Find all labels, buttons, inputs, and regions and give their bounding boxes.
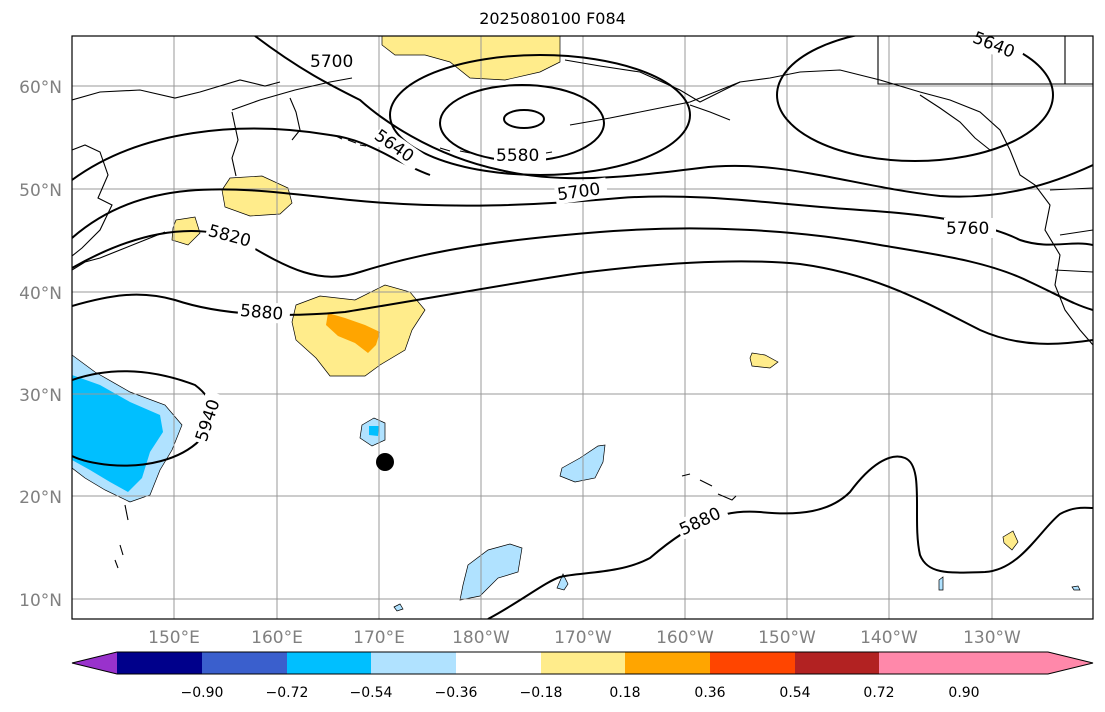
positive-anomaly-region <box>381 36 561 81</box>
colorbar-extend-low <box>72 652 117 674</box>
contour-label: 5580 <box>496 146 539 166</box>
lon-label: 170°W <box>554 628 612 648</box>
lon-label: 160°E <box>251 628 303 648</box>
height-contours <box>72 36 1093 619</box>
colorbar-tick-label: 0.54 <box>779 685 810 701</box>
colorbar-tick-label: 0.18 <box>609 685 640 701</box>
lat-label: 10°N <box>19 591 62 611</box>
longitude-labels: 150°E 160°E 170°E 180°W 170°W 160°W 150°… <box>148 628 1021 648</box>
positive-anomaly-region <box>221 175 293 217</box>
latitude-labels: 60°N 50°N 40°N 30°N 20°N 10°N <box>19 78 62 611</box>
coastlines <box>72 36 1093 569</box>
lat-label: 40°N <box>19 284 62 304</box>
negative-anomaly-region <box>938 576 944 591</box>
positive-anomaly-core <box>326 313 380 353</box>
lon-label: 180°W <box>452 628 510 648</box>
contour-5700-west <box>72 127 431 181</box>
contour-5700 <box>254 36 1093 198</box>
contour-5520 <box>503 109 545 129</box>
colorbar-segment <box>879 652 964 674</box>
contour-5760 <box>72 188 1093 246</box>
negative-anomaly-region <box>556 573 569 591</box>
lon-label: 150°W <box>758 628 816 648</box>
lon-label: 130°W <box>963 628 1021 648</box>
colorbar-extend-high <box>964 652 1093 674</box>
storm-center-marker <box>376 453 394 471</box>
colorbar-tick-label: −0.72 <box>266 685 309 701</box>
lon-label: 170°E <box>353 628 405 648</box>
contour-5640-east <box>776 36 1054 162</box>
positive-anomaly-region <box>749 352 779 369</box>
colorbar-segment <box>202 652 287 674</box>
colorbar-tick-label: 0.90 <box>948 685 979 701</box>
lat-label: 50°N <box>19 181 62 201</box>
positive-anomaly-region <box>1002 530 1019 551</box>
colorbar-tick-label: −0.90 <box>181 685 224 701</box>
negative-anomaly-core <box>369 426 379 436</box>
negative-anomaly-region <box>459 543 523 601</box>
map-title: 2025080100 F084 <box>479 9 626 28</box>
colorbar-tick-label: −0.54 <box>350 685 393 701</box>
lat-label: 60°N <box>19 78 62 98</box>
colorbar-segment <box>795 652 879 674</box>
negative-anomaly-region <box>1071 585 1081 591</box>
colorbar-segment <box>625 652 710 674</box>
contour-label: 5700 <box>310 52 353 72</box>
lat-label: 30°N <box>19 386 62 406</box>
lon-label: 150°E <box>148 628 200 648</box>
colorbar-tick-label: 0.72 <box>863 685 894 701</box>
lon-label: 140°W <box>860 628 918 648</box>
colorbar-segment <box>287 652 371 674</box>
map-frame <box>71 35 1094 620</box>
colorbar-segment <box>456 652 541 674</box>
colorbar-segment <box>710 652 795 674</box>
colorbar-segment <box>541 652 625 674</box>
contour-5880 <box>72 260 1093 345</box>
colorbar-tick-label: −0.18 <box>520 685 563 701</box>
negative-anomaly-region <box>393 603 404 612</box>
colorbar: −0.90 −0.72 −0.54 −0.36 −0.18 0.18 0.36 … <box>71 651 1094 701</box>
lat-label: 20°N <box>19 488 62 508</box>
contour-5640-west <box>389 54 691 176</box>
lon-label: 160°W <box>656 628 714 648</box>
contour-5880-south <box>487 455 1093 619</box>
colorbar-segment <box>117 652 202 674</box>
shaded-regions <box>72 36 1081 612</box>
colorbar-outline <box>71 651 1094 675</box>
colorbar-tick-label: −0.36 <box>435 685 478 701</box>
colorbar-tick-label: 0.36 <box>694 685 725 701</box>
colorbar-segment <box>371 652 456 674</box>
contour-label: 5760 <box>946 219 989 239</box>
contour-label: 5880 <box>239 301 284 325</box>
